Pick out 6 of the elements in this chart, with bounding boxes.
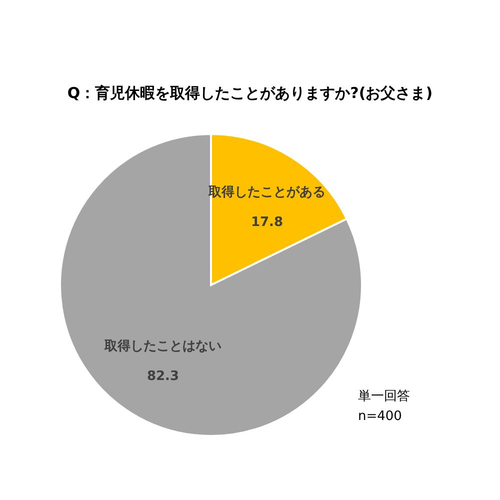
text: 単一回答 [358,389,410,404]
data-label: 82.3 [146,368,180,384]
text: n=400 [358,409,402,424]
slice-label: 取得したことはない [103,338,222,354]
data-label: 17.8 [250,215,284,230]
chart-title: Q：育児休暇を取得したことがありますか?(お父さま) [67,84,433,102]
